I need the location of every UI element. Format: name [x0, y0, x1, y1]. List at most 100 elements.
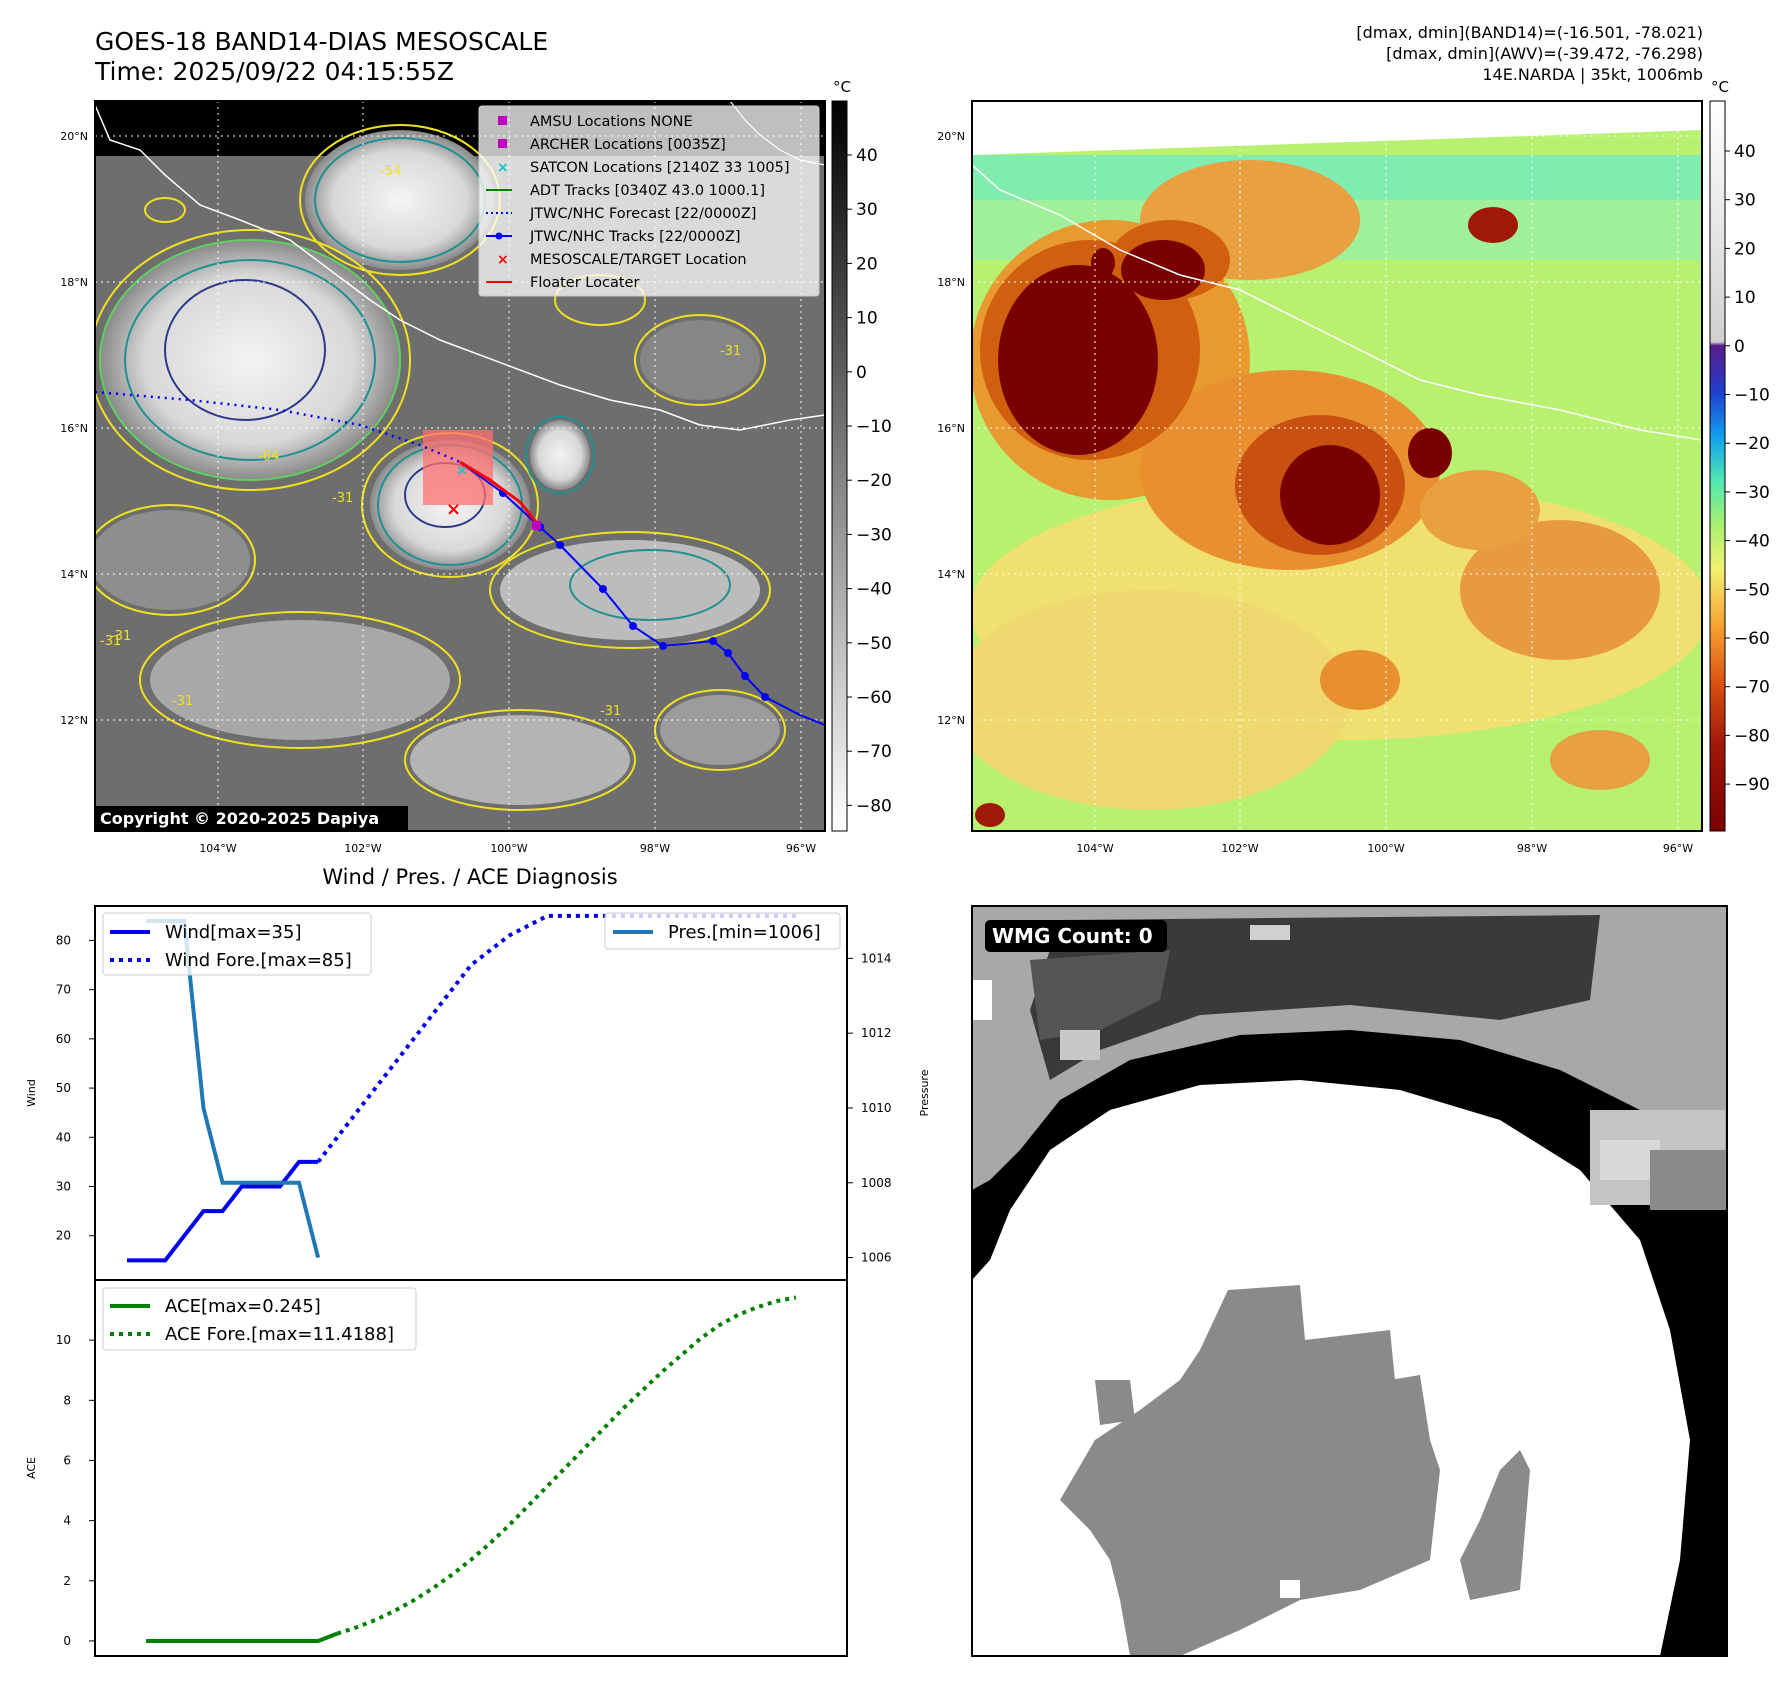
wind-tick-label: 80 [56, 933, 71, 947]
chart-title: Wind / Pres. / ACE Diagnosis [322, 865, 617, 889]
series-line [146, 1631, 338, 1643]
ir-colorbar: °C 40 30 20 10 0 −10 −20 −30 −40 −50 −60 −70 −80 [831, 78, 892, 832]
legend-marker [498, 116, 507, 125]
lat-label: 12°N [937, 714, 965, 727]
colorbar-tick-label: 40 [856, 146, 878, 166]
pressure-tick-label: 1010 [861, 1101, 892, 1115]
diagnosis-chart: Wind / Pres. / ACE Diagnosis Wind Pressu… [25, 865, 931, 1657]
legend-marker [495, 232, 503, 240]
lon-label: 98°W [640, 842, 670, 855]
wmg-count-label: WMG Count: 0 [992, 924, 1153, 948]
colorbar-tick-label: 20 [1734, 239, 1756, 259]
lat-label: 14°N [60, 568, 88, 581]
figure-title: GOES-18 BAND14-DIAS MESOSCALE [95, 27, 548, 56]
contour-label: -31 [332, 491, 353, 506]
colorbar-tick-label: −90 [1734, 775, 1770, 795]
lat-label: 16°N [60, 422, 88, 435]
wind-legend: Wind[max=35] Wind Fore.[max=85] [102, 912, 372, 976]
colorbar-tick-label: −20 [856, 471, 892, 491]
copyright-box [95, 806, 408, 830]
lat-label: 18°N [60, 276, 88, 289]
wind-tick-label: 40 [56, 1130, 71, 1144]
colorbar-tick-label: −70 [856, 742, 892, 762]
wind-tick-label: 50 [56, 1081, 71, 1095]
lat-label: 12°N [60, 714, 88, 727]
coastline [972, 164, 1702, 441]
colorbar-tick-label: 20 [856, 254, 878, 274]
series-line [127, 1159, 319, 1263]
colorbar-tick-label: −30 [856, 525, 892, 545]
contour-label: -31 [600, 704, 621, 719]
info-awv: [dmax, dmin](AWV)=(-39.472, -76.298) [1386, 44, 1703, 63]
colorbar-tick-label: −60 [856, 688, 892, 708]
info-storm: 14E.NARDA | 35kt, 1006mb [1482, 65, 1703, 84]
pressure-tick-label: 1012 [861, 1026, 892, 1040]
wind-tick-label: 70 [56, 983, 71, 997]
colorbar-tick-label: −40 [1734, 532, 1770, 552]
pressure-tick-label: 1008 [861, 1176, 892, 1190]
ace-tick-label: 6 [63, 1453, 71, 1467]
colorbar-tick-label: −30 [1734, 483, 1770, 503]
lon-label: 96°W [786, 842, 816, 855]
target-marker: × [446, 499, 461, 520]
colorbar-tick-label: 30 [856, 200, 878, 220]
figure-time: Time: 2025/09/22 04:15:55Z [94, 57, 454, 86]
legend-label: JTWC/NHC Forecast [22/0000Z] [529, 206, 756, 222]
ace-tick-label: 10 [56, 1333, 71, 1347]
wmg-imagery [972, 906, 1727, 1656]
awv-lat-labels: 20°N 18°N 16°N 14°N 12°N [937, 130, 965, 727]
series-line [316, 913, 796, 1164]
colorbar-tick-label: 30 [1734, 191, 1756, 211]
colorbar-tick-label: −10 [1734, 386, 1770, 406]
lon-label: 102°W [344, 842, 381, 855]
ace-tick-label: 0 [63, 1634, 71, 1648]
legend-wind-forecast: Wind Fore.[max=85] [165, 950, 352, 971]
lon-label: 100°W [490, 842, 527, 855]
ace-legend: ACE[max=0.245] ACE Fore.[max=11.4188] [102, 1287, 417, 1351]
contour-label: -64 [258, 449, 279, 464]
legend-label: JTWC/NHC Tracks [22/0000Z] [529, 229, 741, 245]
awv-lon-labels: 104°W 102°W 100°W 98°W 96°W [1076, 842, 1693, 855]
wmg-frame [971, 905, 1728, 1657]
legend-marker [498, 139, 507, 148]
legend-marker: × [497, 160, 509, 176]
colorbar-tick-label: −50 [1734, 580, 1770, 600]
colorbar-tick-label: 0 [856, 363, 867, 383]
copyright-text: Copyright © 2020-2025 Dapiya [100, 809, 379, 828]
legend-marker: × [497, 252, 509, 268]
colorbar-tick-label: −50 [856, 634, 892, 654]
wmg-label-box [985, 920, 1167, 952]
contour-label: -31 [720, 344, 741, 359]
colorbar-tick-label: 10 [856, 309, 878, 329]
colorbar-tick-label: 10 [1734, 288, 1756, 308]
colorbar-tick-label: 40 [1734, 142, 1756, 162]
lon-label: 104°W [199, 842, 236, 855]
colorbar-tick-label: −70 [1734, 678, 1770, 698]
lat-label: 20°N [937, 130, 965, 143]
pressure-legend: Pres.[min=1006] [604, 912, 841, 950]
wind-tick-label: 60 [56, 1032, 71, 1046]
lat-label: 20°N [60, 130, 88, 143]
colorbar-tick-label: −20 [1734, 434, 1770, 454]
lon-label: 98°W [1517, 842, 1547, 855]
lat-label: 18°N [937, 276, 965, 289]
legend-label: MESOSCALE/TARGET Location [530, 252, 747, 268]
ir-lon-labels: 104°W 102°W 100°W 98°W 96°W [199, 842, 816, 855]
floater-locater-line [459, 460, 542, 528]
legend-label: ADT Tracks [0340Z 43.0 1000.1] [530, 183, 765, 199]
contour-label: -31 [100, 634, 121, 649]
series-line [336, 1295, 797, 1636]
ir-lat-labels: 20°N 18°N 16°N 14°N 12°N [60, 130, 88, 727]
ir-colorbar-unit: °C [833, 78, 851, 96]
legend-label: ARCHER Locations [0035Z] [530, 137, 726, 153]
ace-tick-label: 2 [63, 1574, 71, 1588]
ir-frame [94, 100, 826, 832]
info-band14: [dmax, dmin](BAND14)=(-16.501, -78.021) [1356, 23, 1703, 42]
legend-ace: ACE[max=0.245] [165, 1296, 321, 1317]
pressure-axis-label: Pressure [918, 1069, 931, 1116]
lon-label: 100°W [1367, 842, 1404, 855]
jtwc-forecast-track [95, 390, 461, 464]
colorbar-tick-label: −80 [1734, 726, 1770, 746]
ace-tick-label: 8 [63, 1393, 71, 1407]
